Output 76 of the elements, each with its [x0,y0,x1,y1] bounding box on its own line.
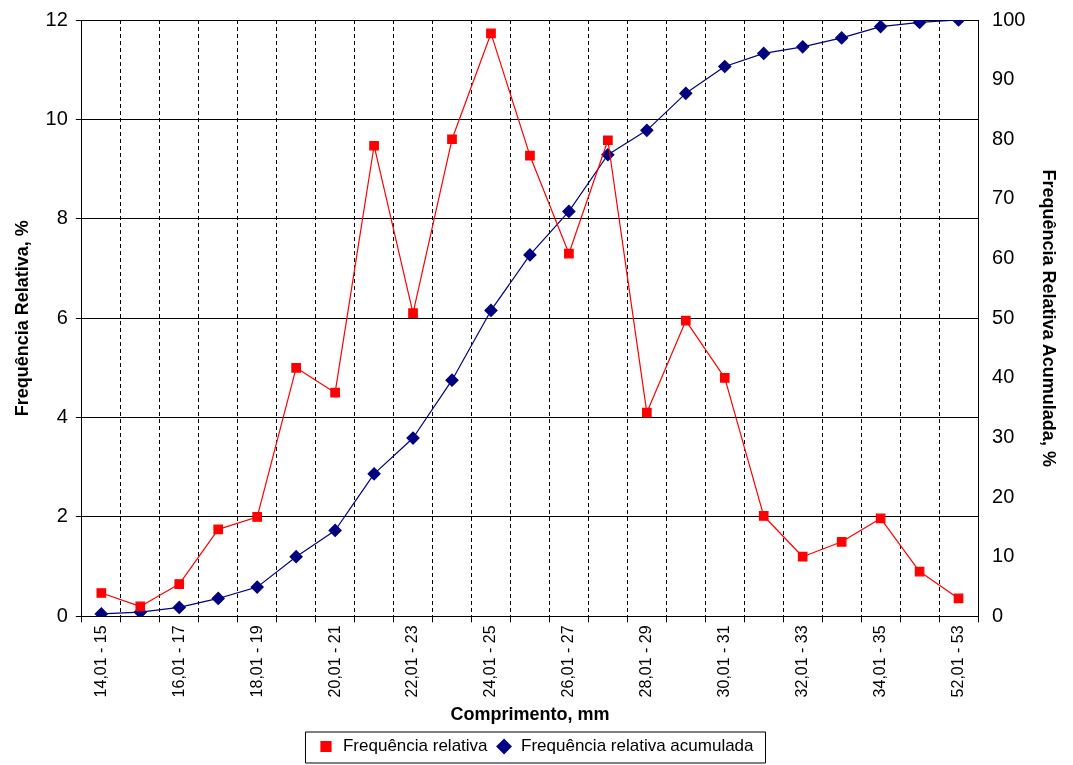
y-tick-label: 6 [56,305,68,328]
point [875,513,886,524]
point [914,566,925,577]
point [252,512,263,522]
point [367,467,381,481]
x-tick-label: 26,01 - 27 [559,625,577,698]
point [94,607,108,617]
y-tick-label: 12 [45,7,68,30]
y2-tick-label: 10 [992,544,1015,567]
point [680,315,691,326]
point [641,407,652,418]
x-tick-label: 52,01 - 53 [948,625,966,698]
point [640,123,654,137]
y-tick-label: 10 [45,106,68,129]
point [797,551,808,562]
legend-label: Frequência relativa acumulada [521,736,755,756]
point [564,248,574,259]
point [836,536,847,547]
x-tick-label: 22,01 - 23 [403,625,421,698]
point [291,363,301,373]
x-tick-label: 24,01 - 25 [481,625,499,698]
point [484,303,498,318]
y2-tick-label: 90 [992,67,1015,90]
point [369,140,379,151]
point [757,46,771,60]
x-tick-label: 18,01 - 19 [247,625,265,698]
x-tick-label: 28,01 - 29 [637,625,655,698]
y-tick-label: 4 [56,405,68,428]
y-tick-label: 0 [56,603,68,626]
point [523,248,537,262]
y2-tick-label: 60 [992,246,1015,269]
point [718,59,732,74]
point [250,580,264,594]
y2-tick-label: 40 [992,365,1015,388]
point [603,135,613,146]
point [289,550,303,564]
y2-tick-label: 0 [992,603,1004,626]
y2-tick-label: 70 [992,186,1015,209]
point [213,524,224,535]
point [758,511,769,521]
x-tick-label: 14,01 - 15 [91,625,109,698]
point [562,204,576,219]
point [874,20,888,34]
point [679,86,693,100]
x-tick-label: 34,01 - 35 [871,625,889,698]
point [719,372,730,383]
point [330,387,340,398]
y-tick-label: 8 [56,206,68,229]
y2-axis-title: Frequência Relativa Acumulada, % [1039,169,1060,467]
y2-tick-label: 100 [992,7,1026,30]
y-axis-title: Frequência Relativa, % [11,220,32,417]
point [96,588,107,598]
x-axis-title: Comprimento, mm [450,704,610,725]
point [211,591,225,606]
point [135,601,146,612]
point [796,40,810,54]
point [406,431,420,445]
legend-label: Frequência relativa [342,736,489,756]
y2-tick-label: 50 [992,305,1015,328]
y2-tick-label: 20 [992,484,1015,507]
x-tick-label: 20,01 - 21 [325,625,343,698]
point [328,523,342,538]
y-tick-label: 2 [56,504,68,527]
point [172,600,186,614]
point [408,308,418,319]
point [445,373,459,387]
point [486,28,496,39]
y2-tick-label: 80 [992,126,1015,149]
point [525,150,535,161]
point [447,134,457,145]
point [174,579,185,589]
point [835,31,849,45]
y2-tick-label: 30 [992,424,1015,447]
x-tick-label: 30,01 - 31 [715,625,733,698]
x-tick-label: 16,01 - 17 [169,625,187,698]
x-tick-label: 32,01 - 33 [793,625,811,698]
